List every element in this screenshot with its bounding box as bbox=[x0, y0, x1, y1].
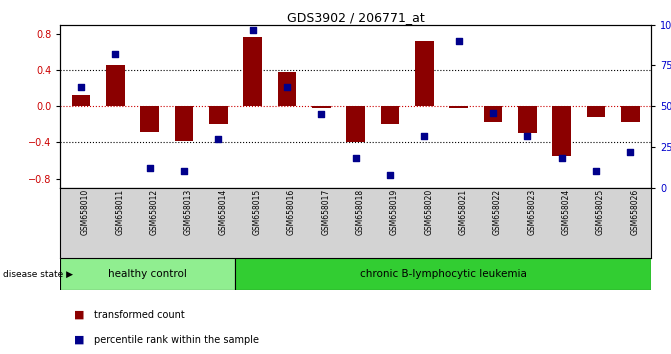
Text: GSM658019: GSM658019 bbox=[390, 189, 399, 235]
Bar bbox=[174, 106, 193, 141]
Point bbox=[178, 169, 189, 174]
Text: GSM658024: GSM658024 bbox=[562, 189, 570, 235]
Bar bbox=[72, 95, 91, 106]
Bar bbox=[140, 106, 159, 132]
Text: chronic B-lymphocytic leukemia: chronic B-lymphocytic leukemia bbox=[360, 269, 527, 279]
Text: GSM658016: GSM658016 bbox=[287, 189, 296, 235]
Text: GSM658012: GSM658012 bbox=[150, 189, 158, 235]
Bar bbox=[518, 106, 537, 133]
Point bbox=[590, 169, 601, 174]
Point bbox=[282, 84, 293, 90]
Text: transformed count: transformed count bbox=[94, 310, 185, 320]
Point bbox=[213, 136, 223, 142]
Bar bbox=[346, 106, 365, 142]
Bar bbox=[380, 106, 399, 124]
Point bbox=[419, 133, 429, 138]
Text: disease state ▶: disease state ▶ bbox=[3, 270, 73, 279]
Text: GSM658020: GSM658020 bbox=[424, 189, 433, 235]
Point bbox=[350, 155, 361, 161]
Bar bbox=[552, 106, 571, 156]
Text: GSM658013: GSM658013 bbox=[184, 189, 193, 235]
Point bbox=[522, 133, 533, 138]
Text: GSM658015: GSM658015 bbox=[253, 189, 262, 235]
Text: percentile rank within the sample: percentile rank within the sample bbox=[94, 335, 259, 345]
Bar bbox=[586, 106, 605, 117]
Point bbox=[453, 38, 464, 44]
Text: GSM658023: GSM658023 bbox=[527, 189, 536, 235]
Bar bbox=[621, 106, 639, 122]
Text: ■: ■ bbox=[74, 310, 85, 320]
Bar bbox=[60, 258, 236, 290]
Title: GDS3902 / 206771_at: GDS3902 / 206771_at bbox=[287, 11, 425, 24]
Bar bbox=[449, 106, 468, 108]
Point bbox=[76, 84, 87, 90]
Text: GSM658014: GSM658014 bbox=[218, 189, 227, 235]
Bar bbox=[278, 72, 297, 106]
Text: GSM658025: GSM658025 bbox=[596, 189, 605, 235]
Bar bbox=[106, 65, 125, 106]
Point bbox=[248, 27, 258, 33]
Text: GSM658021: GSM658021 bbox=[458, 189, 468, 235]
Bar bbox=[243, 38, 262, 106]
Bar bbox=[312, 106, 331, 108]
Text: healthy control: healthy control bbox=[109, 269, 187, 279]
Text: GSM658010: GSM658010 bbox=[81, 189, 90, 235]
Point bbox=[316, 112, 327, 117]
Point bbox=[556, 155, 567, 161]
Text: ■: ■ bbox=[74, 335, 85, 345]
Point bbox=[625, 149, 635, 155]
Bar bbox=[484, 106, 503, 122]
Point bbox=[384, 172, 395, 177]
Text: GSM658017: GSM658017 bbox=[321, 189, 330, 235]
Text: GSM658026: GSM658026 bbox=[630, 189, 639, 235]
Point bbox=[144, 165, 155, 171]
Point bbox=[110, 51, 121, 57]
Bar bbox=[236, 258, 651, 290]
Text: GSM658022: GSM658022 bbox=[493, 189, 502, 235]
Text: GSM658018: GSM658018 bbox=[356, 189, 364, 235]
Bar bbox=[209, 106, 227, 124]
Text: GSM658011: GSM658011 bbox=[115, 189, 124, 235]
Point bbox=[488, 110, 499, 115]
Bar bbox=[415, 41, 433, 106]
